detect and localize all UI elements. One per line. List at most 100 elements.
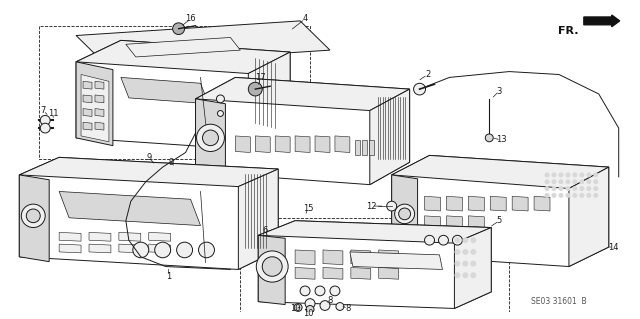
Text: FR.: FR.	[558, 26, 579, 36]
Circle shape	[455, 238, 460, 243]
Circle shape	[455, 273, 460, 278]
Circle shape	[559, 180, 563, 184]
Polygon shape	[83, 81, 92, 89]
Text: 7: 7	[40, 106, 46, 115]
Polygon shape	[424, 216, 440, 227]
Circle shape	[545, 180, 549, 184]
Circle shape	[471, 238, 476, 243]
Circle shape	[566, 173, 570, 177]
Polygon shape	[126, 37, 241, 57]
Polygon shape	[95, 95, 104, 103]
Circle shape	[587, 173, 591, 177]
Polygon shape	[315, 136, 330, 152]
Polygon shape	[83, 108, 92, 116]
Circle shape	[559, 193, 563, 197]
Polygon shape	[362, 140, 367, 155]
Circle shape	[40, 115, 50, 125]
Polygon shape	[295, 268, 315, 279]
Polygon shape	[95, 108, 104, 116]
Circle shape	[471, 273, 476, 278]
Circle shape	[294, 304, 302, 311]
Polygon shape	[83, 122, 92, 130]
Polygon shape	[148, 244, 171, 253]
Circle shape	[559, 173, 563, 177]
Polygon shape	[119, 244, 141, 253]
Circle shape	[196, 124, 225, 152]
Polygon shape	[59, 244, 81, 253]
Circle shape	[463, 238, 468, 243]
Polygon shape	[468, 216, 484, 227]
Polygon shape	[121, 78, 209, 104]
Circle shape	[198, 242, 214, 258]
Circle shape	[566, 193, 570, 197]
Polygon shape	[323, 268, 343, 279]
Circle shape	[395, 204, 415, 224]
Polygon shape	[447, 216, 462, 227]
Circle shape	[552, 187, 556, 190]
Circle shape	[594, 187, 598, 190]
Circle shape	[594, 193, 598, 197]
Polygon shape	[259, 221, 492, 243]
Polygon shape	[196, 78, 410, 111]
Circle shape	[587, 193, 591, 197]
Polygon shape	[369, 140, 374, 155]
Circle shape	[320, 300, 330, 310]
Polygon shape	[424, 196, 440, 211]
Circle shape	[566, 180, 570, 184]
Polygon shape	[19, 175, 49, 262]
Polygon shape	[119, 233, 141, 241]
Text: 14: 14	[609, 242, 619, 251]
Polygon shape	[248, 52, 290, 150]
Circle shape	[26, 209, 40, 223]
Circle shape	[413, 83, 426, 95]
Circle shape	[545, 173, 549, 177]
Circle shape	[552, 193, 556, 197]
Polygon shape	[95, 81, 104, 89]
Circle shape	[133, 242, 148, 258]
Circle shape	[455, 261, 460, 266]
Polygon shape	[350, 252, 442, 270]
Polygon shape	[19, 157, 278, 270]
Polygon shape	[76, 41, 290, 73]
Polygon shape	[454, 227, 492, 308]
Text: 6: 6	[262, 226, 268, 235]
Polygon shape	[392, 155, 609, 189]
Circle shape	[573, 180, 577, 184]
Circle shape	[248, 82, 262, 96]
Text: 9: 9	[168, 158, 173, 167]
Polygon shape	[259, 221, 492, 308]
Polygon shape	[490, 196, 506, 211]
Text: 3: 3	[497, 86, 502, 96]
Circle shape	[336, 303, 344, 310]
Polygon shape	[355, 140, 360, 155]
Polygon shape	[236, 136, 250, 152]
Circle shape	[387, 201, 397, 211]
Text: SE03 31601  B: SE03 31601 B	[531, 297, 587, 306]
Polygon shape	[392, 175, 417, 259]
Circle shape	[330, 286, 340, 296]
Polygon shape	[238, 169, 278, 270]
Text: 5: 5	[497, 216, 502, 225]
Polygon shape	[295, 136, 310, 152]
Circle shape	[573, 193, 577, 197]
Circle shape	[452, 235, 462, 245]
Text: 13: 13	[496, 135, 506, 144]
Circle shape	[566, 187, 570, 190]
Circle shape	[594, 180, 598, 184]
Polygon shape	[534, 196, 550, 211]
Text: 8: 8	[345, 304, 351, 313]
Circle shape	[399, 208, 411, 220]
Circle shape	[587, 180, 591, 184]
Polygon shape	[379, 268, 399, 279]
Polygon shape	[148, 233, 171, 241]
Text: 10: 10	[290, 304, 300, 313]
Polygon shape	[76, 21, 330, 65]
Circle shape	[573, 173, 577, 177]
Polygon shape	[76, 62, 113, 146]
Circle shape	[455, 249, 460, 254]
Polygon shape	[255, 136, 270, 152]
Circle shape	[471, 249, 476, 254]
Circle shape	[559, 187, 563, 190]
Polygon shape	[81, 75, 109, 142]
Circle shape	[463, 261, 468, 266]
